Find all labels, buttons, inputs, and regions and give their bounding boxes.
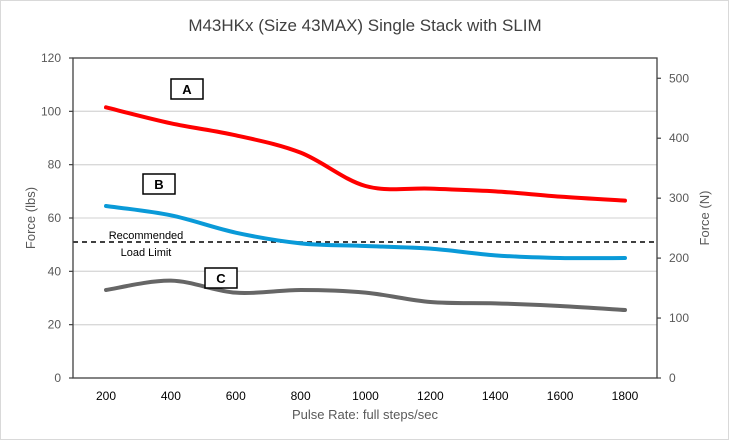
y2-axis-label: Force (N): [697, 191, 712, 246]
y-tick-label: 40: [48, 264, 62, 278]
y2-tick-label: 0: [669, 371, 676, 385]
x-tick-label: 1000: [352, 389, 379, 403]
y2-tick-label: 300: [669, 191, 689, 205]
y-tick-label: 20: [48, 318, 62, 332]
x-tick-label: 1800: [612, 389, 639, 403]
y-tick-label: 100: [41, 104, 61, 118]
y-tick-label: 80: [48, 158, 62, 172]
y2-tick-label: 100: [669, 311, 689, 325]
y-tick-label: 0: [54, 371, 61, 385]
series-label-B: B: [154, 177, 163, 192]
y-axis-label: Force (lbs): [23, 187, 38, 249]
x-tick-label: 1400: [482, 389, 509, 403]
reference-label-line2: Load Limit: [121, 247, 172, 259]
y2-tick-label: 400: [669, 131, 689, 145]
x-tick-label: 1600: [547, 389, 574, 403]
x-tick-label: 200: [96, 389, 116, 403]
y-tick-label: 120: [41, 51, 61, 65]
series-line-C: [106, 281, 625, 310]
series-label-C: C: [216, 271, 226, 286]
chart-title: M43HKx (Size 43MAX) Single Stack with SL…: [188, 16, 541, 35]
x-tick-label: 1200: [417, 389, 444, 403]
reference-label-line1: Recommended: [109, 230, 184, 242]
y2-tick-label: 500: [669, 71, 689, 85]
x-axis-label: Pulse Rate: full steps/sec: [292, 407, 438, 422]
x-tick-label: 600: [226, 389, 246, 403]
x-tick-label: 400: [161, 389, 181, 403]
y-tick-label: 60: [48, 211, 62, 225]
series-line-B: [106, 206, 625, 258]
y2-tick-label: 200: [669, 251, 689, 265]
series-line-A: [106, 107, 625, 200]
x-tick-label: 800: [291, 389, 311, 403]
series-label-A: A: [182, 82, 192, 97]
